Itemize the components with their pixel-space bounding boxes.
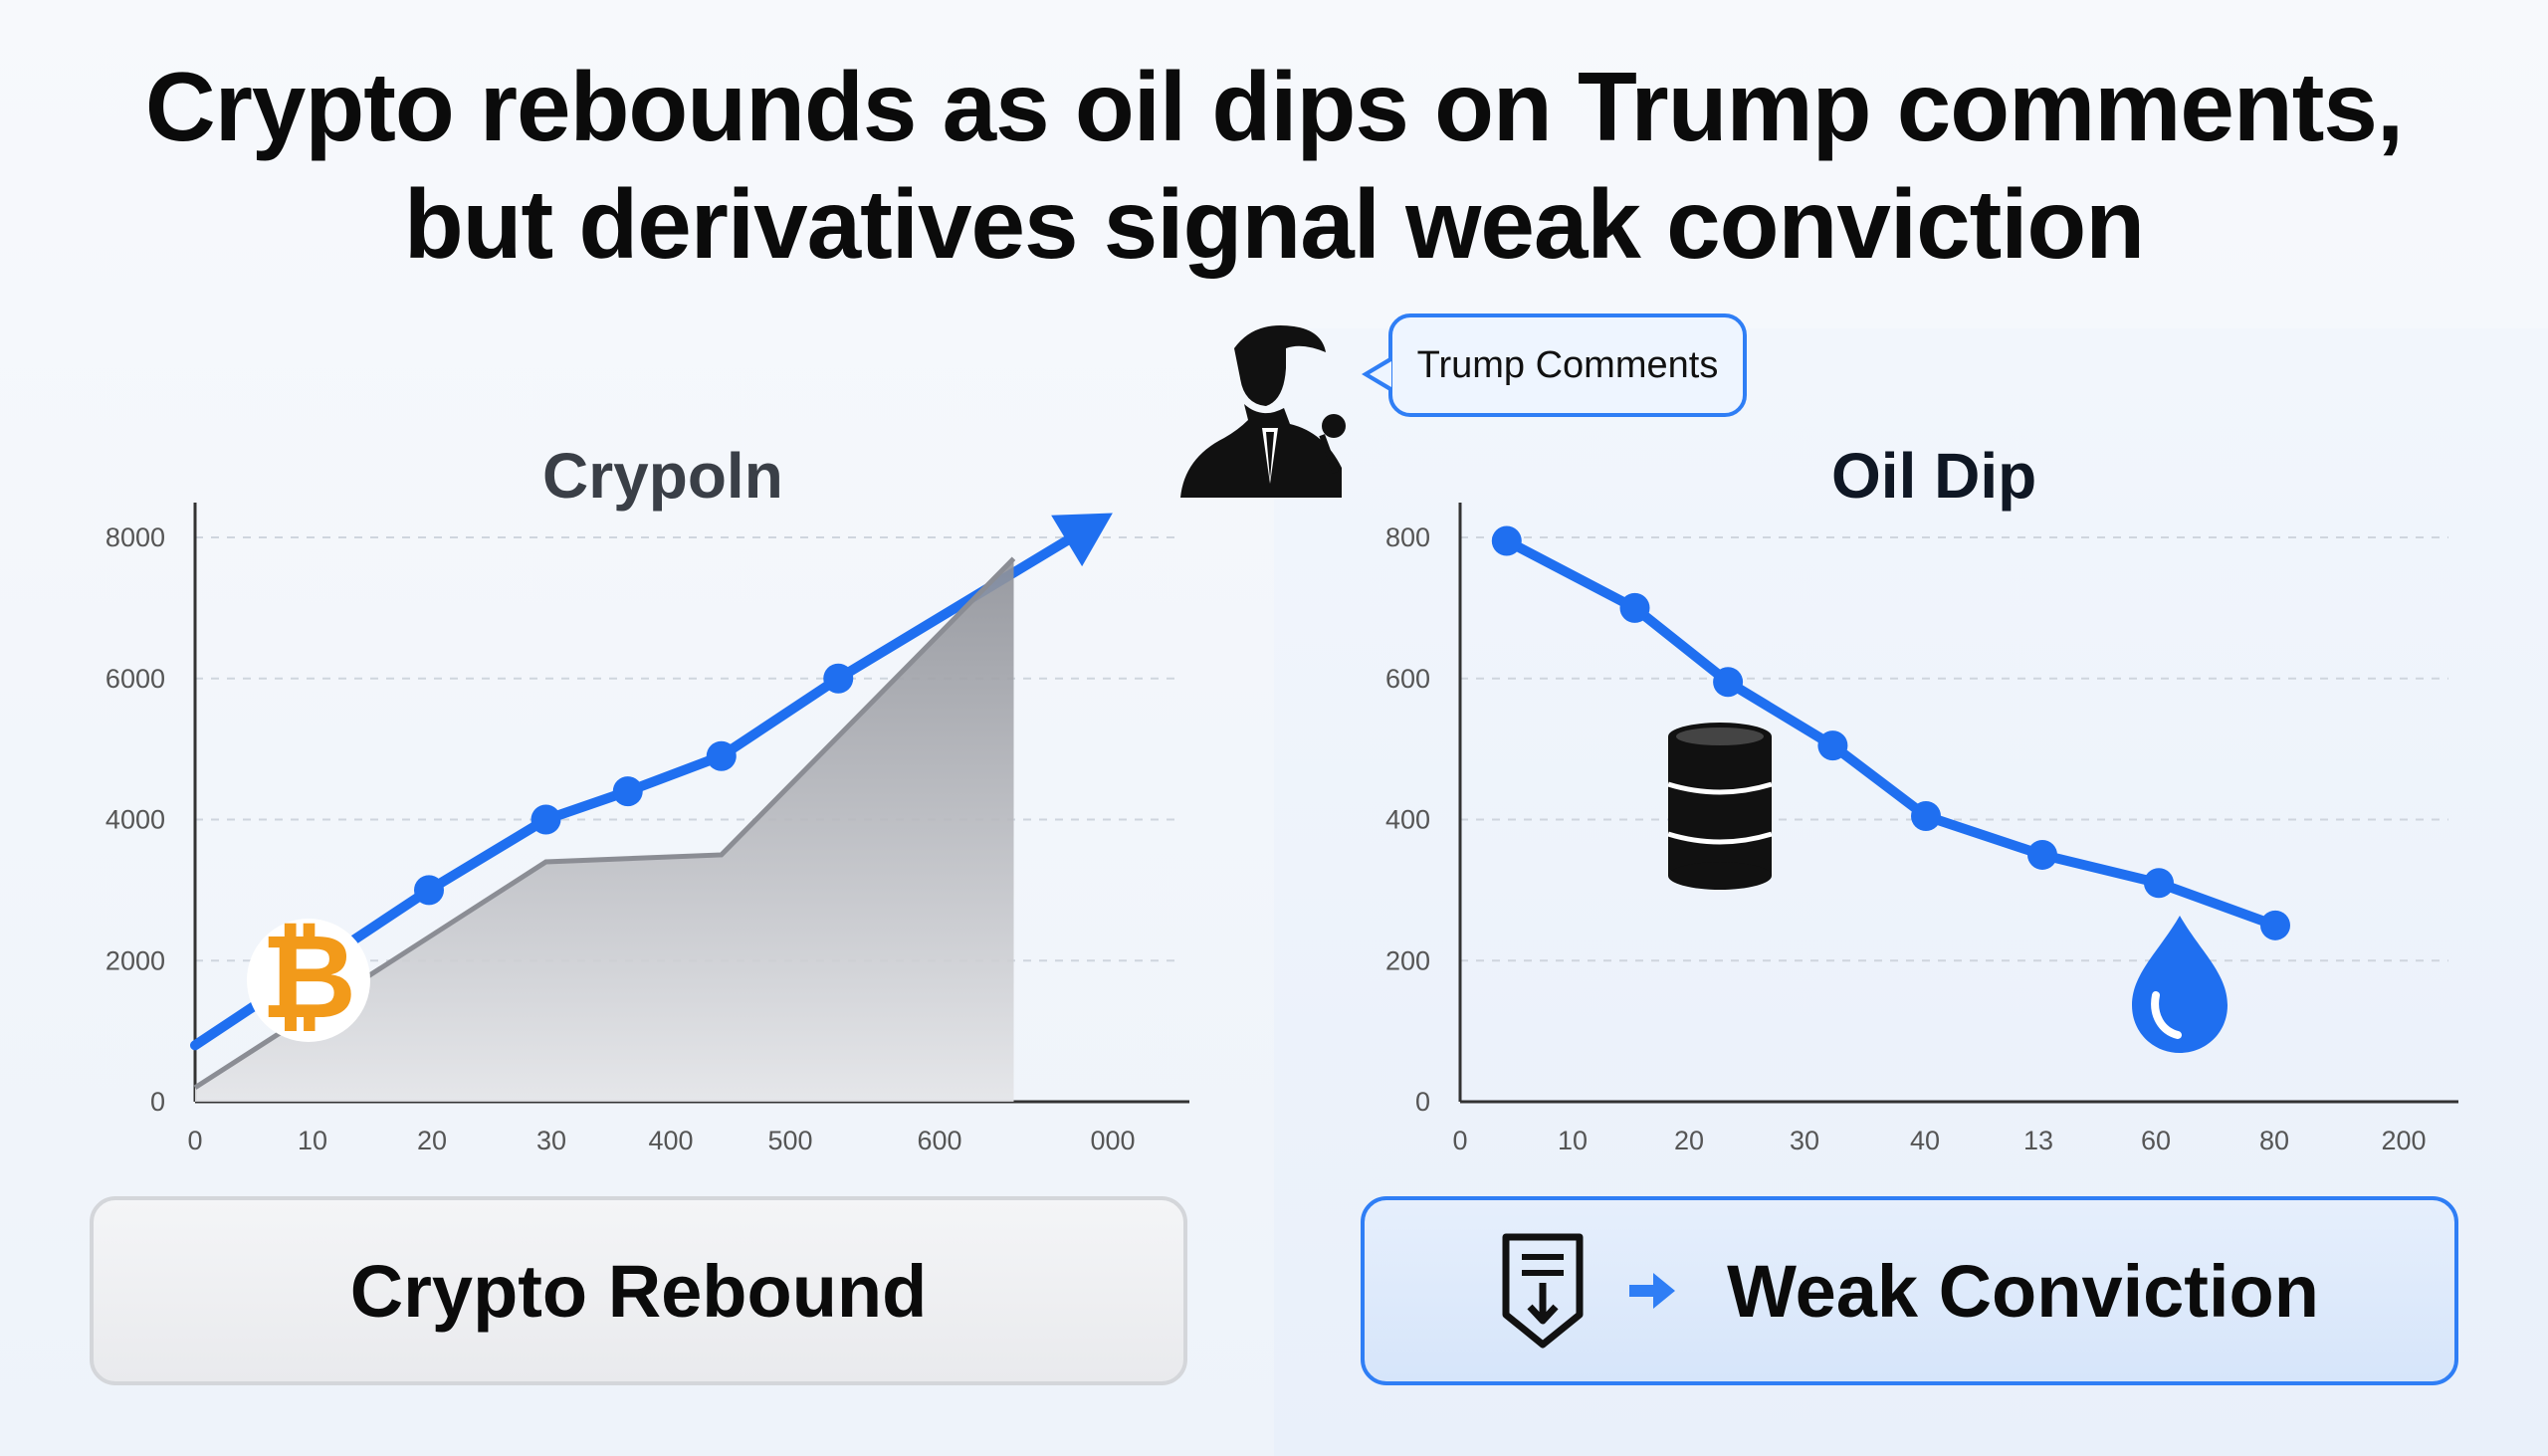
y-tick-label: 800 — [1385, 522, 1430, 552]
data-point — [2027, 839, 2057, 870]
data-point — [706, 740, 737, 771]
speaker-silhouette-icon — [1180, 324, 1346, 498]
y-tick-label: 0 — [150, 1087, 165, 1117]
svg-text:₿: ₿ — [261, 912, 356, 1043]
arrow-right-icon — [1629, 1273, 1676, 1309]
y-tick-label: 600 — [1385, 664, 1430, 694]
crypto-chart: 0 2000 4000 6000 8000 0 10 20 30 400 500 600 000 — [106, 503, 1189, 1155]
arrow-head — [1051, 513, 1113, 567]
gray-area-line — [193, 556, 1016, 1090]
data-point — [1911, 800, 1941, 831]
x-tick-label: 13 — [2023, 1126, 2053, 1155]
y-tick-label: 6000 — [106, 664, 165, 694]
crypto-rebound-label: Crypto Rebound — [349, 1249, 928, 1333]
x-tick-label: 60 — [2141, 1126, 2171, 1155]
y-tick-label: 4000 — [106, 805, 165, 835]
x-tick-label: 000 — [1090, 1126, 1135, 1155]
series-line — [1501, 535, 2280, 931]
data-point — [612, 776, 643, 807]
y-tick-label: 2000 — [106, 945, 165, 975]
headline-line-2: but derivatives signal weak conviction — [403, 169, 2145, 279]
oil-chart: 0 200 400 600 800 0 10 20 30 40 13 60 80 200 — [1385, 503, 2458, 1155]
data-point — [2144, 868, 2174, 899]
crypto-chart-title: Crypoln — [542, 440, 783, 512]
document-download-icon — [1502, 1233, 1584, 1349]
x-tick-label: 10 — [1558, 1126, 1588, 1155]
data-point — [1491, 525, 1522, 556]
x-tick-label: 40 — [1910, 1126, 1940, 1155]
y-tick-label: 8000 — [106, 522, 165, 552]
water-drop-icon — [2132, 916, 2228, 1053]
weak-conviction-card: Weak Conviction — [1361, 1196, 2458, 1385]
data-point — [2260, 910, 2290, 940]
bitcoin-icon: ₿ — [247, 912, 370, 1043]
x-tick-label: 30 — [1790, 1126, 1819, 1155]
y-tick-label: 400 — [1385, 805, 1430, 835]
x-tick-label: 400 — [648, 1126, 693, 1155]
x-tick-label: 500 — [767, 1126, 812, 1155]
x-tick-label: 80 — [2259, 1126, 2289, 1155]
data-point — [1713, 667, 1744, 698]
data-point — [823, 663, 854, 694]
x-tick-label: 20 — [417, 1126, 447, 1155]
oil-barrel-icon — [1667, 723, 1773, 890]
x-tick-label: 0 — [1452, 1126, 1467, 1155]
x-tick-label: 0 — [187, 1126, 202, 1155]
data-point — [414, 875, 444, 906]
crypto-rebound-card: Crypto Rebound — [90, 1196, 1187, 1385]
gray-area-fill — [195, 558, 1014, 1102]
speech-bubble: Trump Comments — [1388, 313, 1747, 417]
x-tick-label: 30 — [536, 1126, 566, 1155]
x-tick-label: 200 — [2381, 1126, 2426, 1155]
data-point — [531, 804, 561, 835]
headline: Crypto rebounds as oil dips on Trump com… — [0, 48, 2548, 283]
speech-bubble-tail-inner — [1370, 361, 1391, 387]
data-point — [1817, 730, 1848, 761]
x-tick-label: 10 — [298, 1126, 327, 1155]
x-tick-label: 20 — [1674, 1126, 1704, 1155]
y-tick-label: 200 — [1385, 945, 1430, 975]
oil-chart-title: Oil Dip — [1831, 440, 2037, 512]
data-point — [1619, 592, 1650, 623]
weak-conviction-label: Weak Conviction — [1727, 1249, 2319, 1333]
y-tick-label: 0 — [1415, 1087, 1430, 1117]
x-tick-label: 600 — [917, 1126, 961, 1155]
headline-line-1: Crypto rebounds as oil dips on Trump com… — [144, 52, 2404, 161]
